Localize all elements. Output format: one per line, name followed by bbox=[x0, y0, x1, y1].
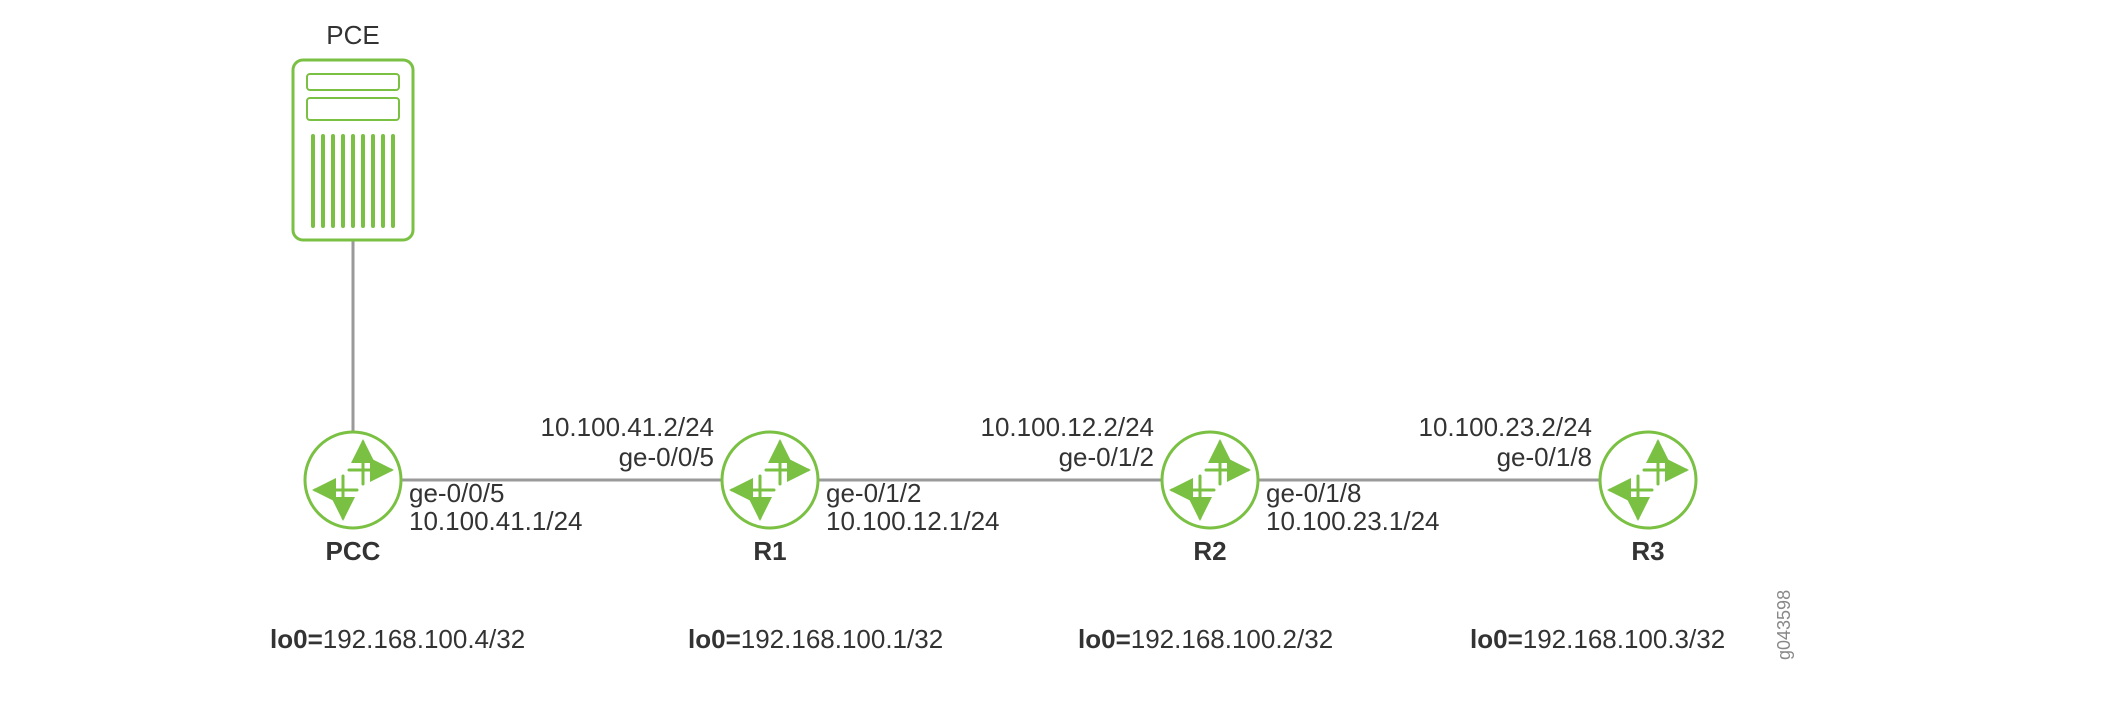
if-r2-r3-a: ge-0/1/8 bbox=[1266, 478, 1361, 508]
if-pcc-r1-a: ge-0/0/5 bbox=[409, 478, 504, 508]
if-pcc-r1-b: ge-0/0/5 bbox=[619, 442, 714, 472]
router-r2 bbox=[1162, 432, 1258, 528]
loopback-r1: lo0=192.168.100.1/32 bbox=[688, 624, 943, 654]
links-layer bbox=[353, 240, 1648, 480]
loopback-pcc: lo0=192.168.100.4/32 bbox=[270, 624, 525, 654]
router-r1 bbox=[722, 432, 818, 528]
pce-server-icon bbox=[293, 60, 413, 240]
figure-id: g043598 bbox=[1774, 590, 1794, 660]
ip-pcc-r1-b: 10.100.41.2/24 bbox=[541, 412, 715, 442]
router-name-r3: R3 bbox=[1631, 536, 1664, 566]
network-diagram: PCEPCCR1R2R3ge-0/0/510.100.41.1/2410.100… bbox=[0, 0, 2101, 703]
router-name-r2: R2 bbox=[1193, 536, 1226, 566]
ip-r1-r2-b: 10.100.12.2/24 bbox=[981, 412, 1155, 442]
loopback-r3: lo0=192.168.100.3/32 bbox=[1470, 624, 1725, 654]
router-r3 bbox=[1600, 432, 1696, 528]
ip-r1-r2-a: 10.100.12.1/24 bbox=[826, 506, 1000, 536]
pce-label: PCE bbox=[326, 20, 379, 50]
ip-r2-r3-b: 10.100.23.2/24 bbox=[1419, 412, 1593, 442]
if-r1-r2-b: ge-0/1/2 bbox=[1059, 442, 1154, 472]
router-name-r1: R1 bbox=[753, 536, 786, 566]
router-name-pcc: PCC bbox=[326, 536, 381, 566]
loopback-r2: lo0=192.168.100.2/32 bbox=[1078, 624, 1333, 654]
if-r1-r2-a: ge-0/1/2 bbox=[826, 478, 921, 508]
ip-pcc-r1-a: 10.100.41.1/24 bbox=[409, 506, 583, 536]
ip-r2-r3-a: 10.100.23.1/24 bbox=[1266, 506, 1440, 536]
router-pcc bbox=[305, 432, 401, 528]
if-r2-r3-b: ge-0/1/8 bbox=[1497, 442, 1592, 472]
